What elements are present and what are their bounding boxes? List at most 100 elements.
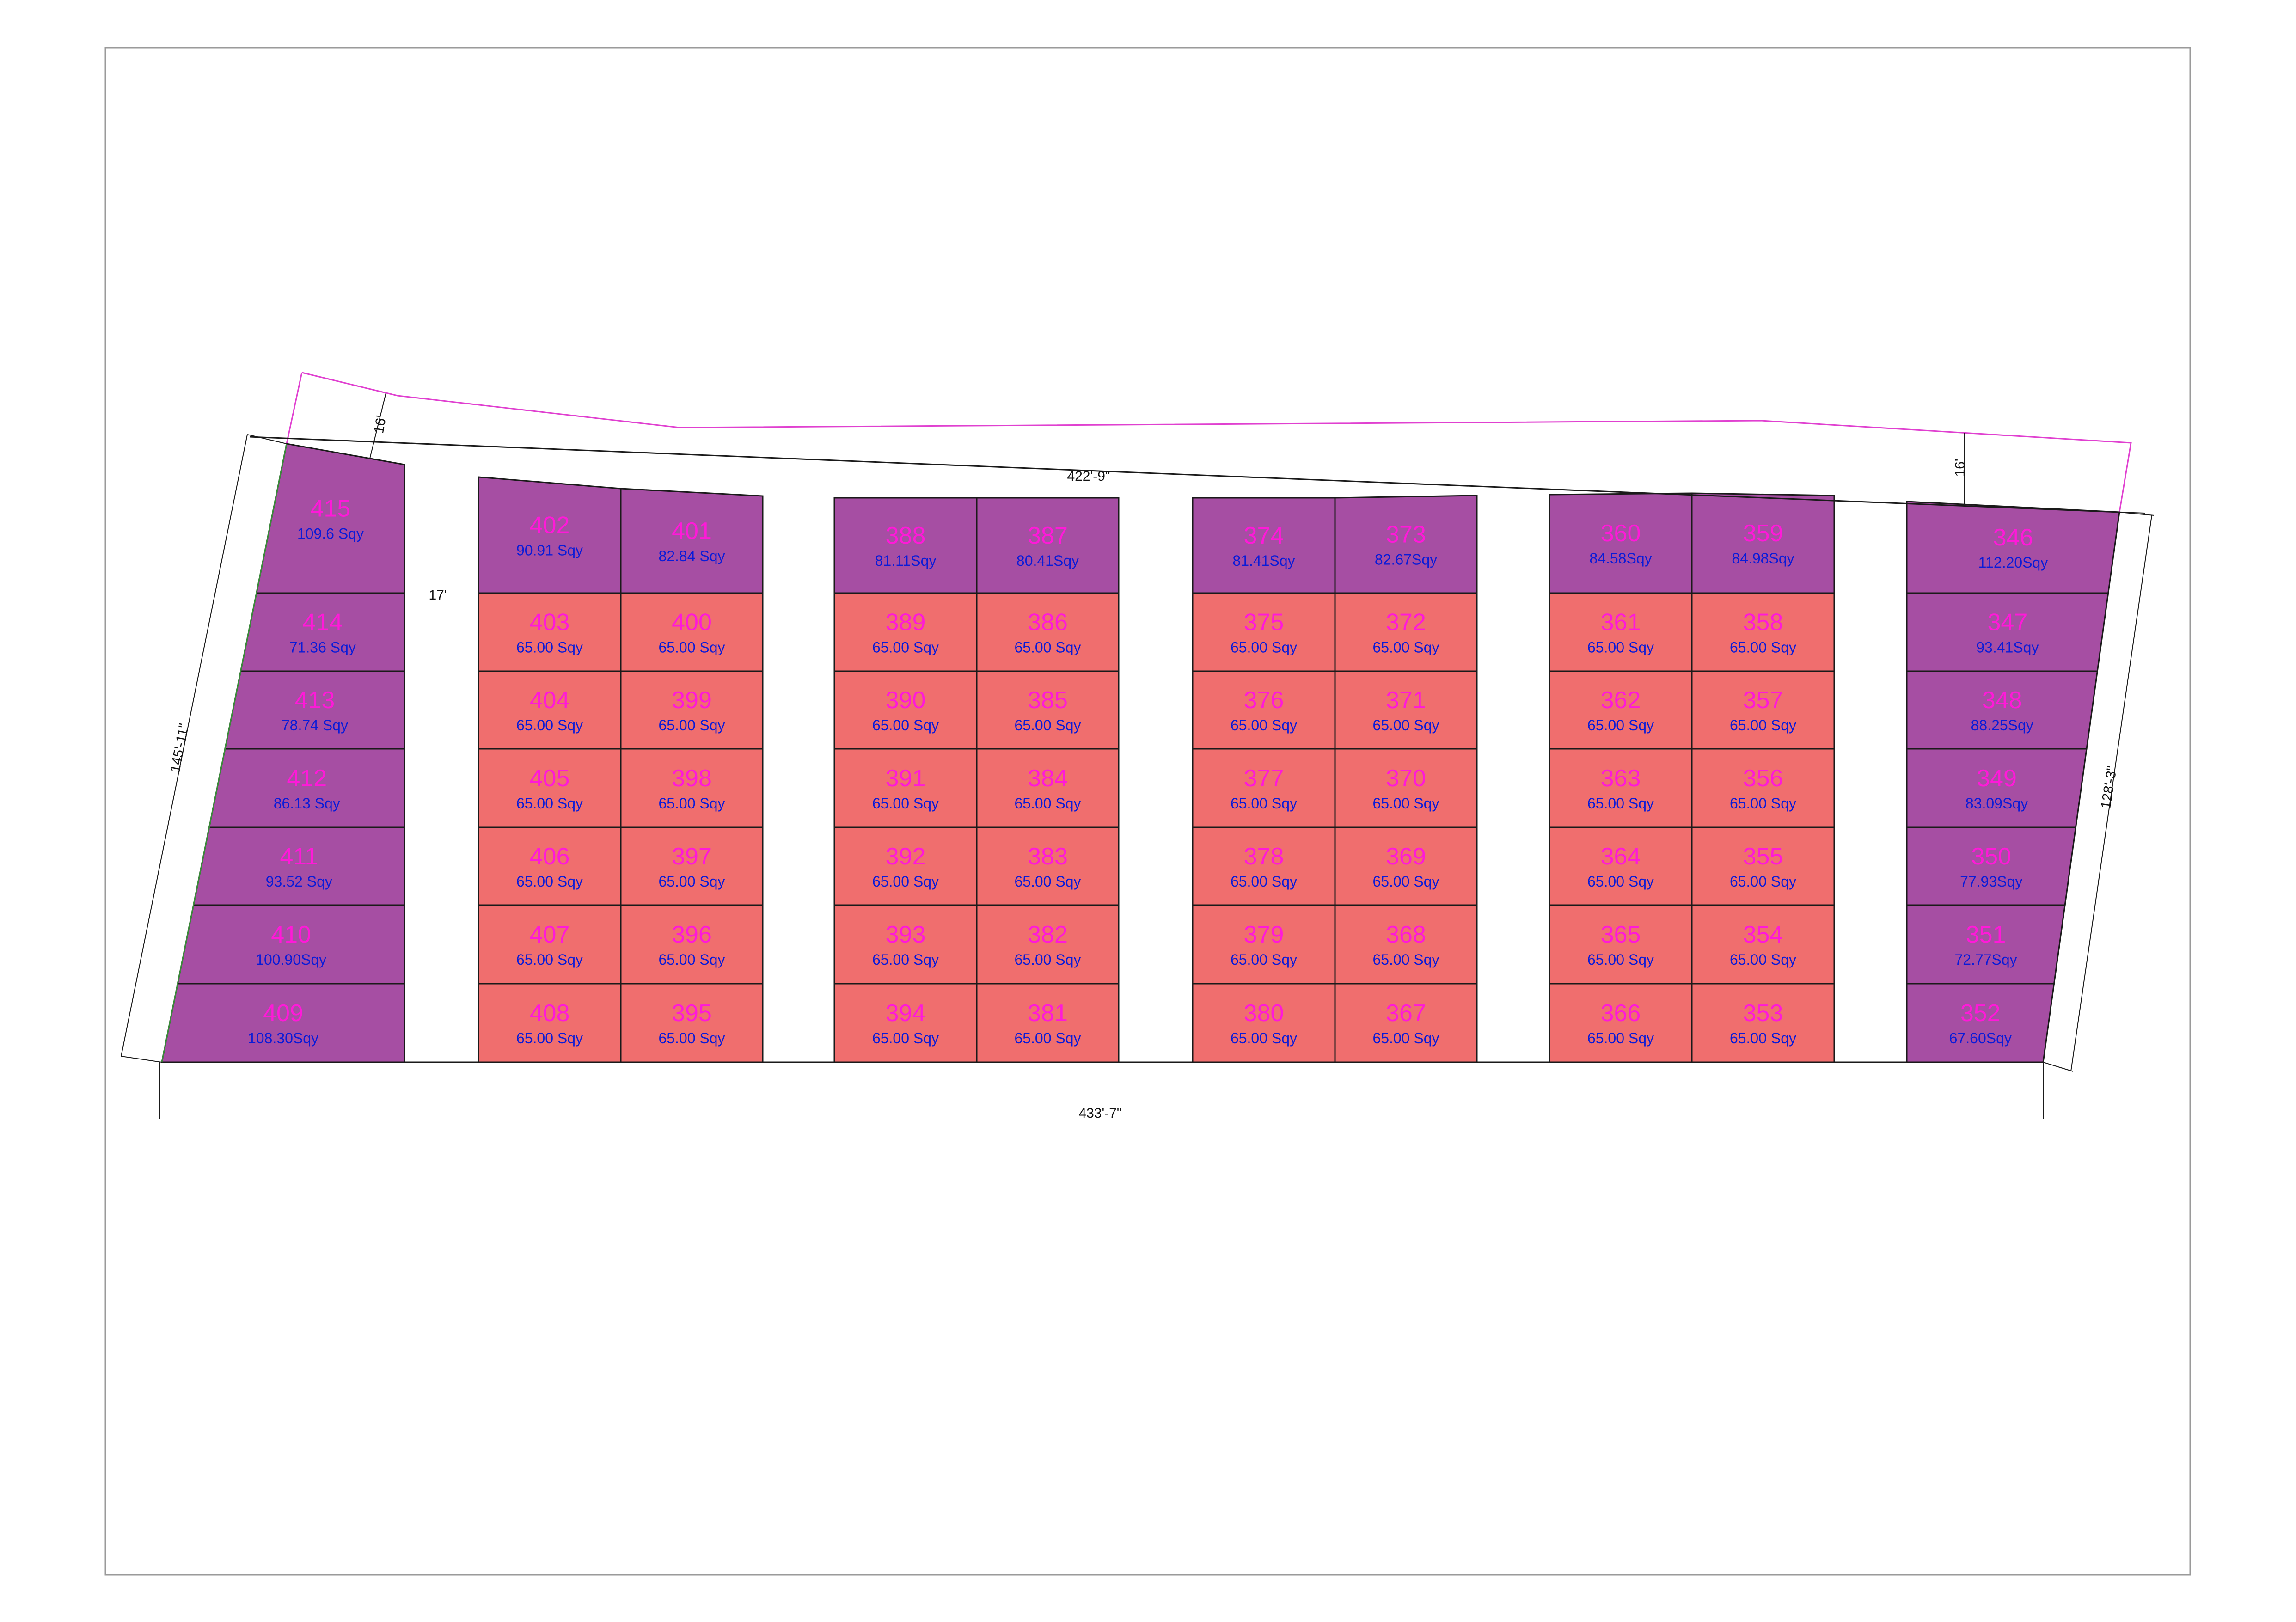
- plot-area-label: 65.00 Sqy: [658, 951, 725, 968]
- plot-number: 396: [672, 921, 712, 948]
- plot-number: 360: [1601, 520, 1641, 547]
- plot-area-label: 84.58Sqy: [1589, 550, 1652, 567]
- plot-number: 353: [1743, 1000, 1783, 1027]
- plots-layer: 415 109.6 Sqy 414 71.36 Sqy 413 78.74 Sqy 412 8…: [161, 443, 2120, 1063]
- plot-number: 410: [271, 921, 311, 948]
- plot-number: 356: [1743, 765, 1783, 792]
- plot-area-label: 65.00 Sqy: [1014, 873, 1081, 890]
- plot-area-label: 65.00 Sqy: [1372, 639, 1439, 656]
- plot-area-label: 80.41Sqy: [1016, 552, 1079, 569]
- plot-number: 358: [1743, 609, 1783, 636]
- plot-number: 384: [1028, 765, 1068, 792]
- site-left-line: [161, 443, 288, 1063]
- plot-number: 365: [1601, 921, 1641, 948]
- plot-number: 401: [672, 518, 712, 545]
- plot-number: 402: [530, 512, 570, 539]
- plot-area-label: 65.00 Sqy: [1372, 717, 1439, 734]
- plot-area-label: 65.00 Sqy: [872, 795, 939, 812]
- dim-top-line: [249, 436, 2145, 514]
- plot-area-label: 82.67Sqy: [1375, 551, 1437, 568]
- sheet-border: [104, 47, 2191, 1576]
- plot-area-label: 65.00 Sqy: [1014, 951, 1081, 968]
- plot-number: 392: [886, 843, 926, 870]
- plot-number: 403: [530, 609, 570, 636]
- plot-area-label: 65.00 Sqy: [1014, 639, 1081, 656]
- road-left-width-line: [369, 392, 386, 459]
- dim-right-tick-bottom: [2043, 1062, 2074, 1072]
- plot-number: 377: [1244, 765, 1284, 792]
- plot-area-label: 65.00 Sqy: [1014, 1030, 1081, 1047]
- plot-number: 368: [1386, 921, 1426, 948]
- plot-area-label: 65.00 Sqy: [1014, 795, 1081, 812]
- dim-bottom-label: 433'-7": [1078, 1106, 1121, 1121]
- plot-area-label: 65.00 Sqy: [1730, 951, 1796, 968]
- plot-number: 346: [1993, 524, 2033, 551]
- plot-number: 404: [530, 687, 570, 714]
- plot-area-label: 65.00 Sqy: [872, 1030, 939, 1047]
- plot-number: 400: [672, 609, 712, 636]
- plot-number: 406: [530, 843, 570, 870]
- plot-number: 386: [1028, 609, 1068, 636]
- plot-area-label: 65.00 Sqy: [1372, 1030, 1439, 1047]
- dim-top-label: 422'-9": [1067, 469, 1110, 484]
- dim-left-label: 145'-11": [167, 722, 192, 774]
- plot-area-label: 65.00 Sqy: [1372, 951, 1439, 968]
- plot-number: 380: [1244, 1000, 1284, 1027]
- plot-number: 399: [672, 687, 712, 714]
- plot-number: 391: [886, 765, 926, 792]
- plot-area-label: 65.00 Sqy: [658, 639, 725, 656]
- plot-number: 395: [672, 1000, 712, 1027]
- plot-number: 370: [1386, 765, 1426, 792]
- plot-area-label: 77.93Sqy: [1960, 873, 2022, 890]
- plot-number: 347: [1987, 609, 2027, 636]
- plot-number: 369: [1386, 843, 1426, 870]
- plot-area-label: 65.00 Sqy: [1231, 639, 1297, 656]
- plot-number: 412: [287, 765, 327, 792]
- plot-area-label: 88.25Sqy: [1971, 717, 2033, 734]
- plot-number: 393: [886, 921, 926, 948]
- plot-number: 385: [1028, 687, 1068, 714]
- plot-number: 415: [311, 496, 351, 522]
- plot-area-label: 93.41Sqy: [1976, 639, 2039, 656]
- plot-area-label: 65.00 Sqy: [516, 639, 583, 656]
- plot-area-label: 112.20Sqy: [1978, 554, 2048, 571]
- plot-number: 366: [1601, 1000, 1641, 1027]
- plot-number: 390: [886, 687, 926, 714]
- plot-area-label: 81.41Sqy: [1232, 552, 1295, 569]
- plot-number: 376: [1244, 687, 1284, 714]
- plot-number: 371: [1386, 687, 1426, 714]
- plot-number: 363: [1601, 765, 1641, 792]
- plot-number: 367: [1386, 1000, 1426, 1027]
- plot-number: 351: [1966, 921, 2006, 948]
- plot-number: 362: [1601, 687, 1641, 714]
- plot-area-label: 83.09Sqy: [1965, 795, 2028, 812]
- plot-area-label: 65.00 Sqy: [1587, 951, 1654, 968]
- plot-area-label: 65.00 Sqy: [1372, 873, 1439, 890]
- lane-width-label-bg: [428, 586, 448, 602]
- plot-area-label: 72.77Sqy: [1954, 951, 2017, 968]
- plot-number: 364: [1601, 843, 1641, 870]
- plot-area-label: 65.00 Sqy: [516, 1030, 583, 1047]
- plot-number: 355: [1743, 843, 1783, 870]
- plot-area-label: 71.36 Sqy: [289, 639, 356, 656]
- road-boundary-edge: [286, 372, 303, 444]
- dim-right-label: 128'-3": [2098, 765, 2120, 810]
- plot-area-label: 109.6 Sqy: [297, 526, 364, 542]
- plot-area-label: 65.00 Sqy: [1231, 951, 1297, 968]
- plot-area-label: 65.00 Sqy: [1587, 1030, 1654, 1047]
- plot-area-label: 65.00 Sqy: [1587, 795, 1654, 812]
- dim-left-line: [121, 434, 248, 1057]
- plot-area-label: 65.00 Sqy: [1587, 639, 1654, 656]
- plot-area-label: 90.91 Sqy: [516, 542, 583, 559]
- plot-area-label: 65.00 Sqy: [872, 717, 939, 734]
- dim-right-tick-top: [2119, 512, 2155, 516]
- plot-number: 405: [530, 765, 570, 792]
- plot-area-label: 65.00 Sqy: [1587, 717, 1654, 734]
- plot-number: 397: [672, 843, 712, 870]
- road-boundary: [301, 372, 2132, 513]
- plot-area-label: 100.90Sqy: [256, 951, 326, 968]
- plot-number: 375: [1244, 609, 1284, 636]
- plot-area-label: 65.00 Sqy: [516, 873, 583, 890]
- plot-area-label: 65.00 Sqy: [872, 639, 939, 656]
- plot-number: 373: [1386, 521, 1426, 548]
